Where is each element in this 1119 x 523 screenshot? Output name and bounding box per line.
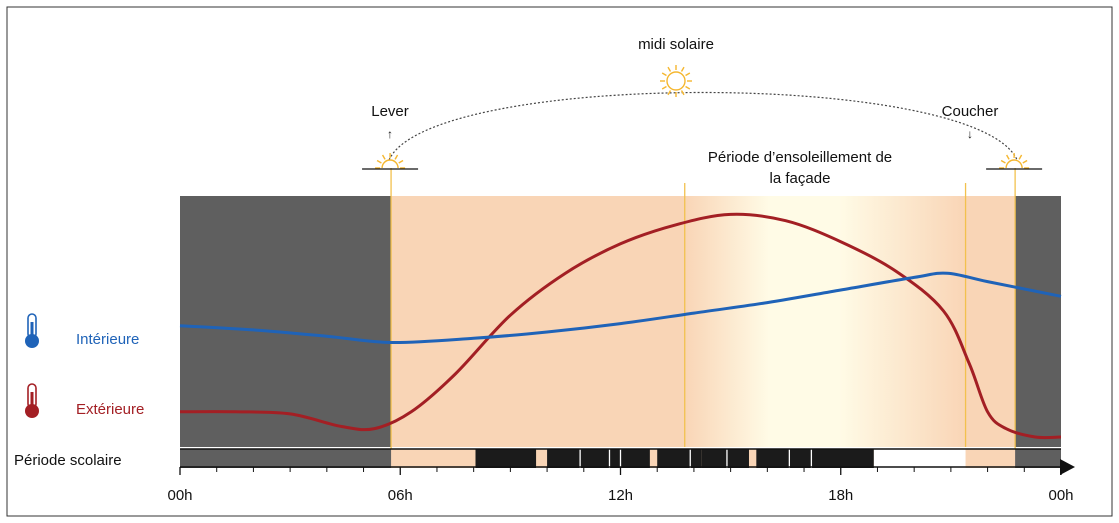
time-axis-tick-labels: 00h 06h 12h 18h 00h: [167, 487, 1073, 504]
sun-ray: [381, 154, 386, 160]
sun-ray: [1022, 159, 1028, 164]
sun-ray: [667, 66, 672, 72]
sun-ray: [667, 90, 672, 96]
thermometer-bulb: [25, 334, 39, 348]
sun-ray: [394, 154, 399, 160]
axis-tick-label: 00h: [1048, 487, 1073, 504]
school-period-strip: [180, 448, 1061, 468]
arrow-up-icon: ↑: [387, 127, 393, 141]
thermometer-bulb: [25, 404, 39, 418]
axis-arrow-icon: [1060, 459, 1075, 475]
school-segment: [547, 449, 650, 468]
sun-ray: [376, 159, 382, 164]
exterior-temperature-curve: [179, 212, 1062, 440]
axis-tick-label: 06h: [388, 487, 413, 504]
sun-ray: [685, 85, 691, 90]
school-segment: [701, 449, 749, 468]
strip-sun: [873, 449, 966, 468]
coucher-label: Coucher: [942, 103, 999, 120]
sun-ray: [680, 90, 685, 96]
lever-label: Lever: [371, 103, 409, 120]
midi-solaire-label: midi solaire: [638, 36, 714, 53]
sun-path-arc: [388, 91, 1018, 161]
school-segment: [657, 449, 702, 468]
facade-sun-period-label-line2: la façade: [770, 170, 831, 187]
school-segment: [756, 449, 874, 468]
sun-disc: [381, 159, 399, 169]
axis-tick-label: 00h: [167, 487, 192, 504]
midday-sun-icon: [660, 65, 692, 97]
axis-tick-label: 12h: [608, 487, 633, 504]
school-period-label: Période scolaire: [14, 452, 122, 469]
exterior-legend-label: Extérieure: [76, 401, 144, 418]
time-axis: [179, 459, 1075, 475]
thermometer-fill: [30, 322, 34, 340]
sun-ray: [661, 72, 667, 77]
time-bands: [180, 168, 1061, 462]
school-segment: [475, 449, 537, 468]
axis-tick-label: 18h: [828, 487, 853, 504]
interior-temperature-curve: [179, 271, 1062, 345]
sun-ray: [1006, 154, 1010, 160]
sun-ray: [661, 85, 667, 90]
facade-sun-period-label-line1: Période d’ensoleillement de: [708, 149, 892, 166]
thermometer-icon: [25, 383, 39, 418]
interior-legend-label: Intérieure: [76, 331, 139, 348]
arrow-down-icon: ↓: [967, 127, 973, 141]
sun-ray: [1018, 154, 1023, 160]
thermometer-fill: [30, 392, 34, 410]
sunset-sun-icon: [986, 153, 1043, 170]
sun-disc: [666, 71, 686, 91]
sun-ray: [1000, 159, 1006, 164]
facade-sun-band: [684, 196, 966, 447]
sun-icons: [362, 65, 1043, 170]
thermometer-icon: [25, 313, 39, 348]
sun-disc: [1005, 159, 1023, 169]
sun-ray: [685, 72, 691, 77]
sun-ray: [680, 66, 685, 72]
sunrise-sun-icon: [362, 153, 419, 170]
sun-ray: [398, 159, 404, 164]
